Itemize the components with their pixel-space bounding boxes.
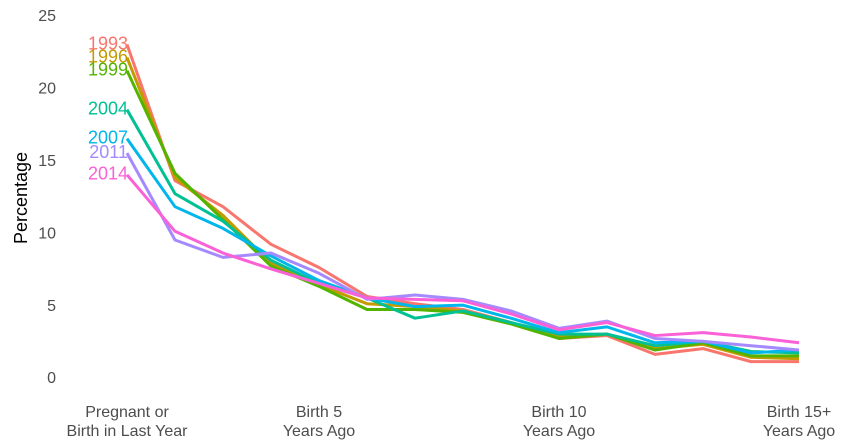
- x-tick-label: Birth 10 Years Ago: [522, 404, 596, 440]
- series-label: 2011: [89, 142, 128, 162]
- y-tick-label: 0: [47, 370, 56, 387]
- series-line: [125, 173, 800, 345]
- series-label: 1993: [88, 33, 128, 53]
- series-label: 1996: [88, 46, 128, 66]
- y-tick-label: 15: [38, 153, 56, 170]
- x-tick-label: Birth 15+ Years Ago: [762, 404, 836, 440]
- y-tick-label: 20: [38, 81, 56, 98]
- series-label: 2004: [88, 98, 128, 118]
- series-line: [125, 44, 799, 364]
- series-label: 1999: [88, 59, 128, 79]
- series-label: 2007: [88, 127, 128, 147]
- series-line: [125, 137, 800, 355]
- x-tick-label: Birth 5 Years Ago: [282, 404, 356, 440]
- series-label: 2014: [88, 164, 128, 184]
- series-line: [125, 152, 800, 352]
- y-tick-label: 25: [38, 8, 56, 25]
- y-axis-label: Percentage: [11, 152, 31, 244]
- x-tick-label: Pregnant or Birth in Last Year: [66, 404, 188, 440]
- y-tick-label: 5: [47, 298, 56, 315]
- series-line: [125, 69, 799, 358]
- y-tick-label: 10: [38, 225, 56, 242]
